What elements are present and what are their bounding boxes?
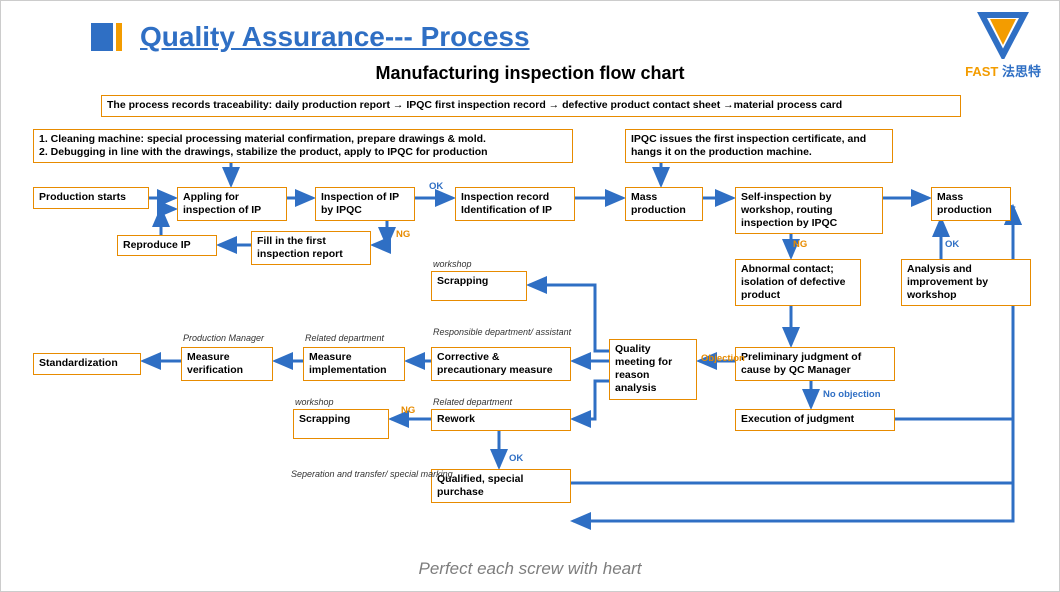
label-ng1: NG [396, 229, 410, 240]
logo-cn: 法思特 [1002, 64, 1041, 79]
title-accent-blue [91, 23, 113, 51]
node-scrap1: Scrapping [431, 271, 527, 301]
node-ipqc_cert: IPQC issues the first inspection certifi… [625, 129, 893, 163]
node-apply: Appling for inspection of IP [177, 187, 287, 221]
caption-c_imp: Related department [305, 333, 384, 343]
logo: FAST 法思特 [965, 11, 1041, 80]
node-mass1: Mass production [625, 187, 703, 221]
node-insp_rec: Inspection record Identification of IP [455, 187, 575, 221]
node-measure_imp: Measure implementation [303, 347, 405, 381]
node-corrective: Corrective & precautionary measure [431, 347, 571, 381]
node-prelim: Preliminary judgment of cause by QC Mana… [735, 347, 895, 381]
logo-icon [972, 11, 1034, 59]
label-noobj: No objection [823, 389, 881, 400]
label-ng3: NG [401, 405, 415, 416]
title-bar: Quality Assurance--- Process [91, 21, 530, 53]
label-ng2: NG [793, 239, 807, 250]
node-selfinsp: Self-inspection by workshop, routing ins… [735, 187, 883, 234]
node-fillfirst: Fill in the first inspection report [251, 231, 371, 265]
caption-c_corr: Responsible department/ assistant [433, 327, 571, 337]
caption-c_ver: Production Manager [183, 333, 264, 343]
caption-c_qual: Seperation and transfer/ special marking [291, 469, 453, 479]
node-analysis: Analysis and improvement by workshop [901, 259, 1031, 306]
node-exec: Execution of judgment [735, 409, 895, 431]
label-ok2: OK [945, 239, 959, 250]
page-subtitle: Manufacturing inspection flow chart [1, 63, 1059, 84]
node-trace: The process records traceability: daily … [101, 95, 961, 117]
node-mass2: Mass production [931, 187, 1011, 221]
caption-c_scrap2: workshop [295, 397, 334, 407]
node-prep: 1. Cleaning machine: special processing … [33, 129, 573, 163]
node-reproduce: Reproduce IP [117, 235, 217, 256]
page-title: Quality Assurance--- Process [140, 21, 530, 53]
label-ok1: OK [429, 181, 443, 192]
logo-text: FAST 法思特 [965, 61, 1041, 80]
node-quality_mtg: Quality meeting for reason analysis [609, 339, 697, 400]
title-accent-orange [116, 23, 122, 51]
caption-c_rework: Related department [433, 397, 512, 407]
node-rework: Rework [431, 409, 571, 431]
node-standard: Standardization [33, 353, 141, 375]
logo-brand: FAST [965, 64, 998, 79]
label-objection: Objection [701, 353, 745, 364]
caption-c_scrap1: workshop [433, 259, 472, 269]
page: Quality Assurance--- Process Manufacturi… [0, 0, 1060, 592]
node-abnormal: Abnormal contact; isolation of defective… [735, 259, 861, 306]
node-scrap2: Scrapping [293, 409, 389, 439]
label-ok3: OK [509, 453, 523, 464]
node-start: Production starts [33, 187, 149, 209]
footer-tagline: Perfect each screw with heart [1, 559, 1059, 579]
node-measure_ver: Measure verification [181, 347, 273, 381]
node-insp_ip: Inspection of IP by IPQC [315, 187, 415, 221]
